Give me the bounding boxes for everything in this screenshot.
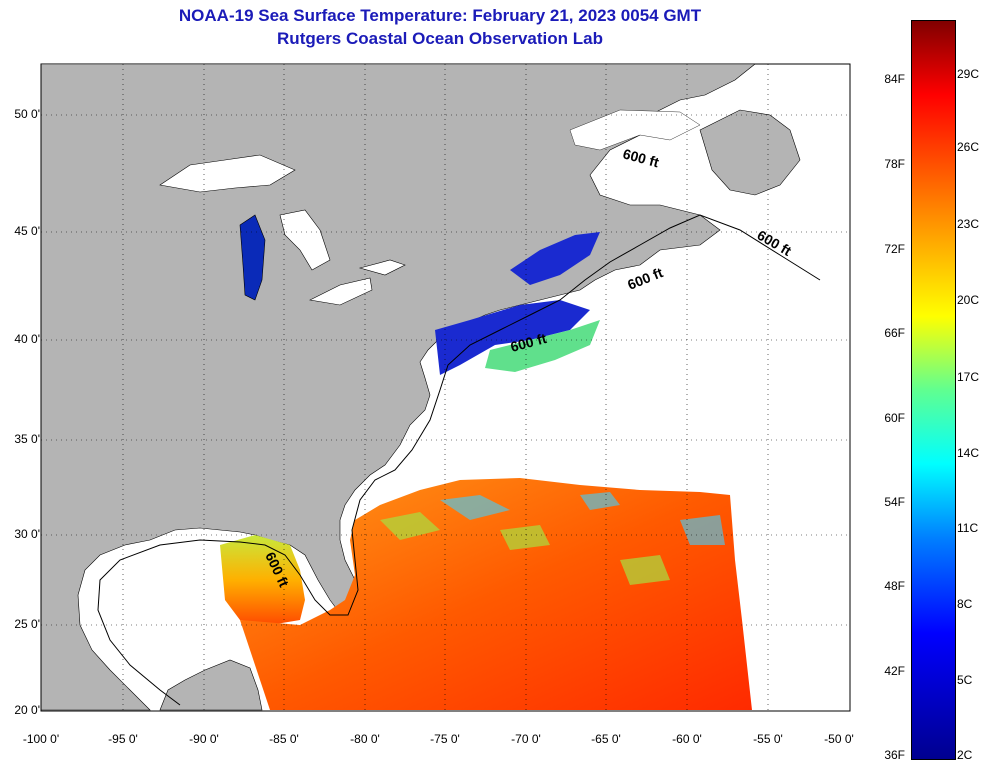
- land-yucatan: [159, 659, 263, 711]
- sst-gulf-of-maine: [510, 232, 600, 285]
- sst-atlantic-swath: [240, 478, 752, 710]
- lon-label: -100 0': [22, 732, 60, 746]
- lat-label: 40 0': [14, 332, 40, 346]
- colorbar-f-label: 84F: [884, 72, 905, 86]
- colorbar-c-label: 29C: [957, 67, 980, 81]
- colorbar-c-label: 2C: [957, 748, 973, 762]
- lake-ontario: [358, 259, 406, 276]
- sst-green-patches: [380, 512, 670, 585]
- colorbar-f-label: 66F: [884, 326, 905, 340]
- lon-label: -95 0': [108, 732, 138, 746]
- map-subtitle: Rutgers Coastal Ocean Observation Lab: [277, 29, 603, 48]
- colorbar-c-label: 5C: [957, 673, 973, 687]
- sst-slope-green: [485, 320, 600, 372]
- colorbar-c-label: 8C: [957, 597, 973, 611]
- sst-gulf-yellow: [220, 535, 305, 625]
- lon-label: -60 0': [672, 732, 702, 746]
- colorbar-f-label: 54F: [884, 495, 905, 509]
- lat-label: 25 0': [14, 617, 40, 631]
- colorbar-f-label: 78F: [884, 157, 905, 171]
- colorbar-c-label: 14C: [957, 446, 980, 460]
- lon-label: -70 0': [511, 732, 541, 746]
- lon-label: -55 0': [753, 732, 783, 746]
- lon-label: -65 0': [591, 732, 621, 746]
- lon-label: -85 0': [269, 732, 299, 746]
- lat-label: 35 0': [14, 432, 40, 446]
- land-north-america: [40, 63, 756, 711]
- lake-superior: [159, 154, 296, 193]
- lon-label: -80 0': [350, 732, 380, 746]
- lake-huron: [279, 209, 331, 271]
- lake-michigan: [239, 214, 266, 301]
- lat-label: 30 0': [14, 527, 40, 541]
- lat-label: 45 0': [14, 224, 40, 238]
- sst-cold-shelf: [435, 300, 590, 375]
- colorbar-c-label: 20C: [957, 293, 980, 307]
- lon-label: -75 0': [430, 732, 460, 746]
- colorbar-f-label: 36F: [884, 748, 905, 762]
- colorbar-f-label: 72F: [884, 242, 905, 256]
- colorbar-c-label: 23C: [957, 217, 980, 231]
- lake-erie: [309, 277, 373, 306]
- lon-label: -50 0': [824, 732, 854, 746]
- lat-label: 50 0': [14, 107, 40, 121]
- hudson-bay-area: [569, 109, 701, 151]
- lat-label: 20 0': [14, 703, 40, 717]
- colorbar-c-label: 26C: [957, 140, 980, 154]
- colorbar-f-label: 42F: [884, 664, 905, 678]
- colorbar-f-label: 48F: [884, 579, 905, 593]
- lon-label: -90 0': [189, 732, 219, 746]
- land-newfoundland: [699, 109, 801, 196]
- color-scale-bar: [911, 20, 956, 760]
- map-title: NOAA-19 Sea Surface Temperature: Februar…: [178, 6, 702, 25]
- colorbar-c-label: 17C: [957, 370, 980, 384]
- colorbar-f-label: 60F: [884, 411, 905, 425]
- colorbar-c-label: 11C: [957, 521, 979, 535]
- sst-cool-patches: [440, 492, 725, 545]
